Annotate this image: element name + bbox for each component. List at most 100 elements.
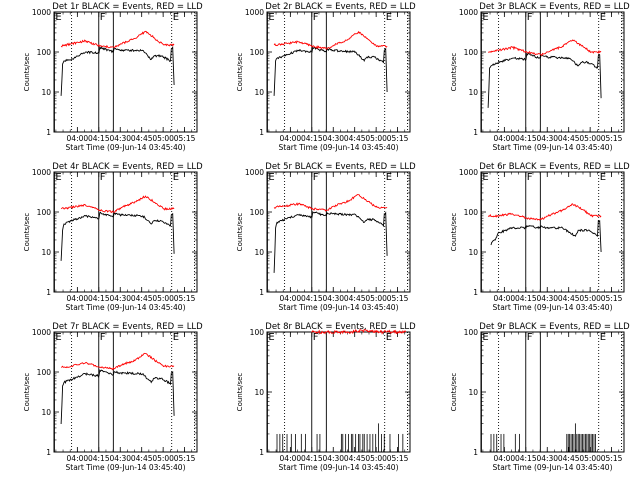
x-tick-label: 04:15	[515, 454, 537, 463]
time-marker-label: E	[600, 332, 606, 343]
y-axis-label: Counts/sec	[450, 53, 458, 92]
x-tick-label: 05:15	[601, 294, 623, 303]
time-marker-label: E	[600, 12, 606, 23]
events-series-line	[487, 52, 602, 108]
x-axis-label: Start Time (09-Jun-14 03:45:40)	[279, 143, 399, 152]
x-tick-label: 05:00	[579, 294, 601, 303]
y-axis-label: Counts/sec	[236, 373, 244, 412]
x-axis-label: Start Time (09-Jun-14 03:45:40)	[279, 303, 399, 312]
y-tick-label: 1000	[245, 168, 264, 177]
x-tick-label: 04:00	[280, 134, 302, 143]
x-tick-label: 04:45	[344, 134, 366, 143]
y-tick-label: 100	[250, 208, 265, 217]
y-tick-label: 1	[473, 128, 478, 137]
time-marker-label: F	[313, 172, 319, 183]
panel-title: Det 8r BLACK = Events, RED = LLD	[265, 322, 416, 332]
plot-frame	[266, 331, 411, 453]
time-marker-label: E	[386, 172, 392, 183]
y-tick-label: 1000	[459, 168, 478, 177]
y-tick-label: 100	[37, 48, 52, 57]
panel-2: Det 2r BLACK = Events, RED = LLD 1 10 100 10…	[236, 2, 416, 152]
time-marker-label: E	[268, 172, 274, 183]
panel-title: Det 6r BLACK = Events, RED = LLD	[479, 162, 630, 172]
y-tick-label: 10	[254, 248, 264, 257]
x-tick-label: 04:15	[88, 454, 110, 463]
x-tick-label: 05:00	[152, 294, 174, 303]
events-series-line	[490, 220, 602, 253]
panel-title: Det 1r BLACK = Events, RED = LLD	[52, 2, 203, 12]
y-tick-label: 100	[250, 48, 265, 57]
y-axis-label: Counts/sec	[450, 373, 458, 412]
x-tick-label: 04:30	[109, 294, 131, 303]
y-axis-label: Counts/sec	[236, 53, 244, 92]
y-axis-label: Counts/sec	[23, 373, 31, 412]
panel-title: Det 7r BLACK = Events, RED = LLD	[52, 322, 203, 332]
time-marker-label: E	[482, 332, 488, 343]
panel-title: Det 3r BLACK = Events, RED = LLD	[479, 2, 630, 12]
x-tick-label: 04:00	[494, 454, 516, 463]
x-tick-label: 05:15	[601, 134, 623, 143]
time-marker-label: F	[527, 12, 533, 23]
time-marker-label: F	[313, 332, 319, 343]
lld-series-line	[487, 39, 602, 57]
time-marker-label: F	[527, 332, 533, 343]
x-tick-label: 04:45	[131, 294, 153, 303]
y-axis-label: Counts/sec	[450, 213, 458, 252]
panel-3: Det 3r BLACK = Events, RED = LLD 1 10 100 10…	[450, 2, 630, 152]
x-tick-label: 04:15	[301, 294, 323, 303]
x-tick-label: 05:00	[579, 134, 601, 143]
y-tick-label: 1	[259, 448, 264, 457]
y-tick-label: 10	[41, 408, 51, 417]
time-marker-label: E	[173, 332, 179, 343]
y-tick-label: 10	[254, 88, 264, 97]
plot-frame	[480, 331, 625, 453]
y-tick-label: 1	[259, 128, 264, 137]
x-axis-label: Start Time (09-Jun-14 03:45:40)	[66, 463, 186, 472]
events-series-line	[273, 46, 388, 96]
lld-series-line	[60, 30, 175, 49]
y-tick-label: 100	[464, 48, 479, 57]
x-tick-label: 04:00	[280, 454, 302, 463]
x-tick-label: 04:00	[494, 294, 516, 303]
x-tick-label: 04:15	[301, 134, 323, 143]
x-tick-label: 04:30	[322, 134, 344, 143]
y-tick-label: 100	[37, 368, 52, 377]
x-tick-label: 04:45	[131, 134, 153, 143]
time-marker-label: F	[527, 172, 533, 183]
x-tick-label: 04:45	[558, 294, 580, 303]
panel-4: Det 4r BLACK = Events, RED = LLD 1 10 100 10…	[23, 162, 203, 312]
x-tick-label: 04:30	[536, 134, 558, 143]
x-tick-label: 05:00	[152, 134, 174, 143]
y-axis-label: Counts/sec	[23, 53, 31, 92]
y-tick-label: 100	[250, 328, 265, 337]
x-tick-label: 05:15	[601, 454, 623, 463]
x-tick-label: 04:00	[494, 134, 516, 143]
x-axis-label: Start Time (09-Jun-14 03:45:40)	[493, 143, 613, 152]
x-tick-label: 05:15	[174, 454, 196, 463]
x-axis-label: Start Time (09-Jun-14 03:45:40)	[493, 303, 613, 312]
x-axis-label: Start Time (09-Jun-14 03:45:40)	[66, 143, 186, 152]
lld-series-line	[311, 328, 407, 335]
panel-9: Det 9r BLACK = Events, RED = LLD 1 10 100 Co…	[450, 322, 630, 472]
y-tick-label: 1000	[245, 8, 264, 17]
time-marker-label: E	[386, 12, 392, 23]
x-axis-label: Start Time (09-Jun-14 03:45:40)	[66, 303, 186, 312]
panel-6: Det 6r BLACK = Events, RED = LLD 1 10 100 10…	[450, 162, 630, 312]
x-tick-label: 04:15	[515, 134, 537, 143]
time-marker-label: E	[173, 12, 179, 23]
plot-frame	[266, 11, 411, 133]
time-marker-label: E	[482, 12, 488, 23]
panel-title: Det 5r BLACK = Events, RED = LLD	[265, 162, 416, 172]
x-tick-label: 04:30	[536, 294, 558, 303]
lld-series-line	[487, 203, 602, 221]
events-series-line	[273, 211, 388, 273]
time-marker-label: F	[100, 172, 106, 183]
x-tick-label: 04:45	[131, 454, 153, 463]
y-tick-label: 100	[37, 208, 52, 217]
x-tick-label: 04:15	[88, 134, 110, 143]
plot-frame	[266, 171, 411, 293]
x-tick-label: 05:15	[387, 134, 409, 143]
x-tick-label: 05:15	[387, 294, 409, 303]
y-tick-label: 1000	[32, 8, 51, 17]
